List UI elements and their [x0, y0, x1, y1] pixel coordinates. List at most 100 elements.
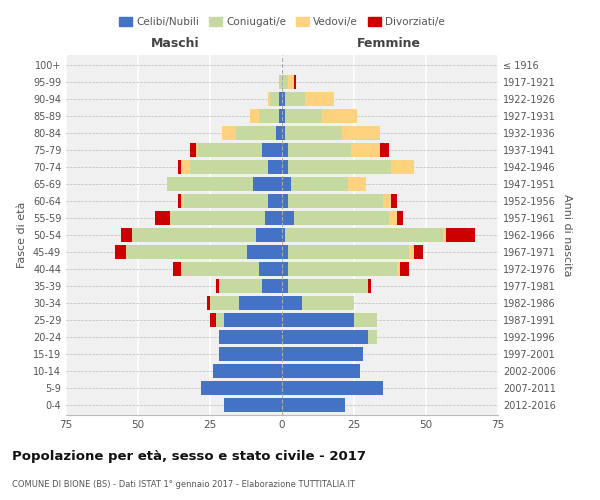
Text: Femmine: Femmine	[356, 37, 421, 50]
Bar	[389, 211, 397, 225]
Bar	[302, 296, 354, 310]
Bar	[210, 296, 239, 310]
Bar	[282, 313, 354, 327]
Bar	[282, 160, 288, 174]
Bar	[288, 160, 391, 174]
Bar	[276, 126, 282, 140]
Bar	[282, 126, 285, 140]
Bar	[282, 296, 302, 310]
Bar	[190, 160, 268, 174]
Bar	[397, 262, 400, 276]
Bar	[236, 126, 276, 140]
Bar	[279, 109, 282, 123]
Bar	[288, 279, 368, 293]
Y-axis label: Fasce di età: Fasce di età	[17, 202, 27, 268]
Bar	[293, 75, 296, 89]
Bar	[282, 109, 285, 123]
Bar	[288, 245, 409, 259]
Bar	[218, 347, 282, 361]
Bar	[155, 211, 170, 225]
Bar	[196, 143, 199, 157]
Bar	[285, 126, 343, 140]
Bar	[282, 398, 346, 412]
Bar	[115, 245, 127, 259]
Bar	[221, 126, 236, 140]
Bar	[282, 75, 288, 89]
Bar	[282, 177, 290, 191]
Bar	[282, 330, 368, 344]
Bar	[218, 279, 262, 293]
Bar	[282, 279, 288, 293]
Bar	[383, 194, 391, 208]
Bar	[285, 92, 305, 106]
Bar	[216, 313, 224, 327]
Bar	[409, 245, 415, 259]
Bar	[184, 194, 268, 208]
Bar	[279, 75, 282, 89]
Bar	[262, 143, 282, 157]
Bar	[127, 245, 247, 259]
Bar	[285, 109, 322, 123]
Bar	[259, 109, 279, 123]
Bar	[443, 228, 446, 242]
Bar	[259, 262, 282, 276]
Bar	[218, 330, 282, 344]
Bar	[322, 109, 357, 123]
Legend: Celibi/Nubili, Coniugati/e, Vedovi/e, Divorziati/e: Celibi/Nubili, Coniugati/e, Vedovi/e, Di…	[115, 12, 449, 31]
Bar	[178, 160, 181, 174]
Bar	[181, 160, 190, 174]
Bar	[167, 177, 253, 191]
Bar	[288, 262, 397, 276]
Bar	[262, 279, 282, 293]
Bar	[282, 228, 285, 242]
Bar	[265, 211, 282, 225]
Bar	[210, 313, 216, 327]
Bar	[170, 211, 265, 225]
Bar	[216, 279, 218, 293]
Bar	[247, 245, 282, 259]
Bar	[415, 245, 423, 259]
Bar	[202, 381, 282, 395]
Bar	[282, 262, 288, 276]
Bar	[446, 228, 475, 242]
Text: COMUNE DI BIONE (BS) - Dati ISTAT 1° gennaio 2017 - Elaborazione TUTTITALIA.IT: COMUNE DI BIONE (BS) - Dati ISTAT 1° gen…	[12, 480, 355, 489]
Bar	[305, 92, 334, 106]
Bar	[239, 296, 282, 310]
Bar	[290, 177, 348, 191]
Bar	[282, 92, 285, 106]
Bar	[391, 160, 415, 174]
Bar	[279, 92, 282, 106]
Bar	[173, 262, 181, 276]
Bar	[207, 296, 210, 310]
Bar	[282, 245, 288, 259]
Bar	[250, 109, 259, 123]
Bar	[121, 228, 132, 242]
Text: Maschi: Maschi	[151, 37, 200, 50]
Bar	[253, 177, 282, 191]
Bar	[190, 143, 196, 157]
Bar	[282, 143, 288, 157]
Bar	[348, 177, 365, 191]
Bar	[224, 313, 282, 327]
Bar	[271, 92, 279, 106]
Bar	[285, 228, 443, 242]
Bar	[380, 143, 389, 157]
Bar	[288, 143, 351, 157]
Bar	[178, 194, 181, 208]
Bar	[343, 126, 380, 140]
Bar	[288, 75, 293, 89]
Text: Popolazione per età, sesso e stato civile - 2017: Popolazione per età, sesso e stato civil…	[12, 450, 366, 463]
Bar	[354, 313, 377, 327]
Bar	[351, 143, 380, 157]
Bar	[288, 194, 383, 208]
Bar	[391, 194, 397, 208]
Bar	[181, 262, 259, 276]
Bar	[368, 279, 371, 293]
Bar	[282, 194, 288, 208]
Bar	[282, 211, 293, 225]
Bar	[282, 364, 360, 378]
Bar	[132, 228, 256, 242]
Bar	[181, 194, 184, 208]
Bar	[256, 228, 282, 242]
Bar	[293, 211, 389, 225]
